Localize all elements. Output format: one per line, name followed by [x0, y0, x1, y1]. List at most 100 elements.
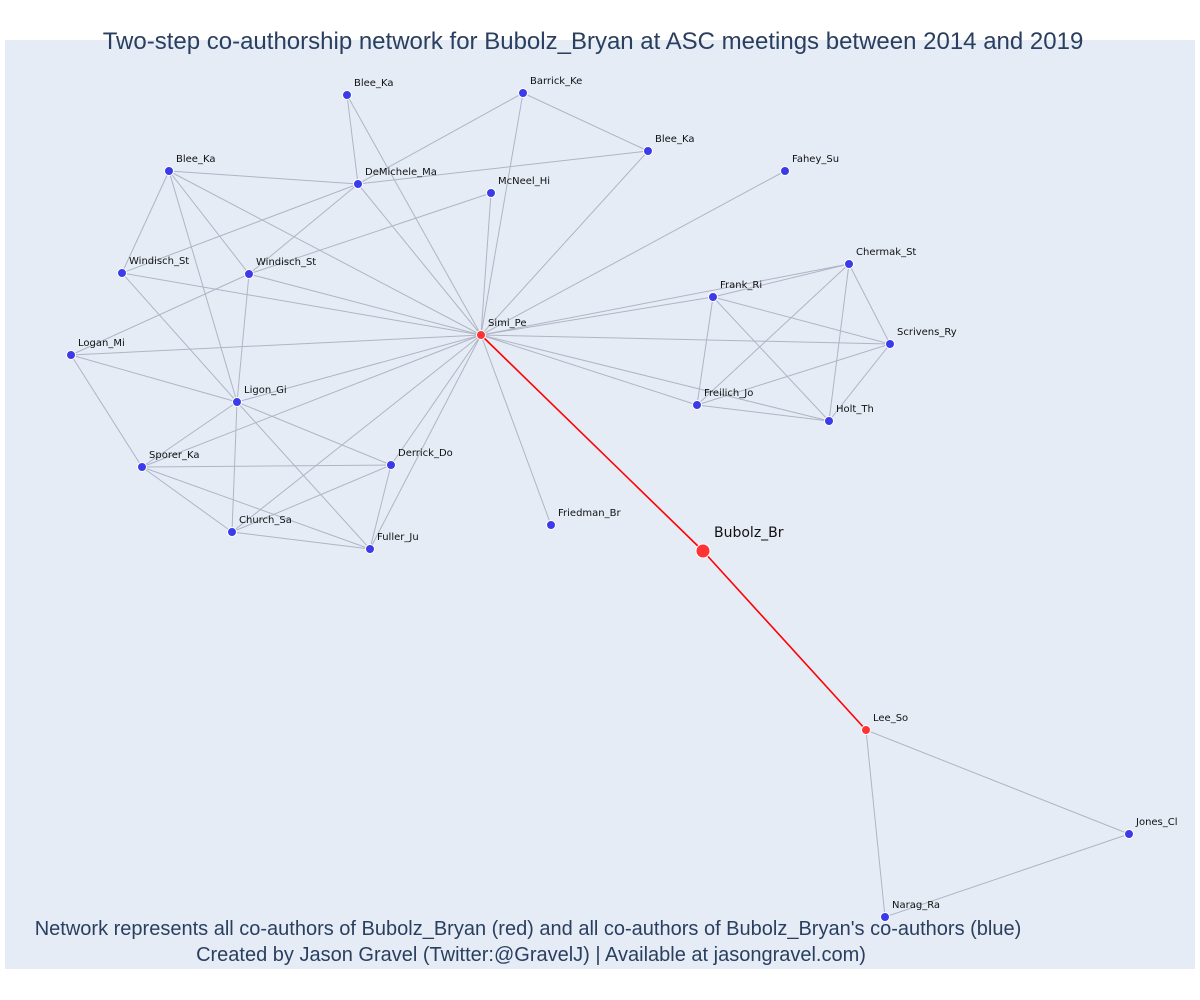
edge-simi-frank [480, 296, 714, 336]
edge-simi-barrick [480, 92, 524, 336]
edge-demichele-blee2 [357, 150, 649, 185]
node-label-lee: Lee_So [873, 713, 908, 724]
edge-blee1-demichele [346, 94, 359, 185]
edge-logan-sporer [70, 354, 143, 468]
edge-windisch2-ligon [236, 273, 250, 403]
edge-simi-friedman [480, 334, 552, 526]
node-label-windisch2: Windisch_St [256, 257, 316, 268]
edge-lee-narag [865, 729, 886, 918]
edge-simi-fuller [369, 334, 482, 550]
node-blee2[interactable] [643, 146, 653, 156]
edge-logan-ligon [70, 354, 238, 403]
edge-simi-sporer [141, 334, 482, 468]
node-sporer[interactable] [137, 462, 147, 472]
edge-simi-demichele [357, 183, 482, 336]
edge-sporer-fuller [141, 466, 371, 550]
node-mcneel[interactable] [486, 188, 496, 198]
node-fuller[interactable] [365, 544, 375, 554]
edges-layer [70, 92, 1130, 918]
node-windisch1[interactable] [117, 268, 127, 278]
edge-frank-scrivens [712, 296, 891, 345]
node-label-sporer: Sporer_Ka [149, 450, 199, 461]
edge-demichele-windisch2 [248, 183, 359, 275]
node-blee3[interactable] [164, 166, 174, 176]
edge-lee-jones [865, 729, 1130, 835]
edge-simi-freilich [480, 334, 698, 406]
edge-simi-derrick [390, 334, 482, 466]
edge-church-derrick [231, 464, 392, 533]
node-bubolz[interactable] [695, 543, 711, 559]
edge-blee3-windisch1 [121, 170, 170, 274]
node-windisch2[interactable] [244, 269, 254, 279]
node-label-logan: Logan_Mi [78, 338, 125, 349]
node-label-ligon: Ligon_Gi [244, 385, 287, 396]
node-jones[interactable] [1124, 829, 1134, 839]
node-frank[interactable] [708, 292, 718, 302]
node-demichele[interactable] [353, 179, 363, 189]
edge-simi-ligon [236, 334, 482, 403]
edge-blee3-windisch2 [168, 170, 250, 275]
edge-simi-scrivens [480, 334, 891, 345]
edge-simi-holt [480, 334, 830, 422]
edge-barrick-blee2 [522, 92, 649, 152]
edge-bubolz-lee [702, 550, 867, 731]
node-label-bubolz: Bubolz_Br [714, 525, 784, 541]
edge-blee3-ligon [168, 170, 238, 403]
node-label-jones: Jones_Cl [1135, 817, 1178, 828]
edge-chermak-freilich [696, 263, 850, 406]
edge-simi-blee1 [346, 94, 482, 336]
edge-chermak-holt [828, 263, 850, 422]
chart-title: Two-step co-authorship network for Bubol… [102, 28, 1084, 55]
node-label-scrivens: Scrivens_Ry [897, 327, 957, 338]
edge-ligon-derrick [236, 401, 392, 466]
node-blee1[interactable] [342, 90, 352, 100]
node-label-derrick: Derrick_Do [398, 448, 453, 459]
node-chermak[interactable] [844, 259, 854, 269]
node-barrick[interactable] [518, 88, 528, 98]
edge-chermak-scrivens [848, 263, 891, 345]
edge-frank-freilich [696, 296, 714, 406]
node-church[interactable] [227, 527, 237, 537]
edge-scrivens-freilich [696, 343, 891, 406]
edge-ligon-church [231, 401, 238, 533]
edge-simi-blee3 [168, 170, 482, 336]
node-derrick[interactable] [386, 460, 396, 470]
edge-barrick-demichele [357, 92, 524, 185]
node-narag[interactable] [880, 912, 890, 922]
node-fahey[interactable] [780, 166, 790, 176]
node-label-barrick: Barrick_Ke [530, 76, 582, 87]
edge-simi-windisch2 [248, 273, 482, 336]
edge-demichele-windisch1 [121, 183, 359, 274]
node-freilich[interactable] [692, 400, 702, 410]
edge-windisch2-logan [70, 273, 250, 356]
edge-derrick-fuller [369, 464, 392, 550]
node-label-simi: Simi_Pe [488, 318, 526, 329]
node-label-blee1: Blee_Ka [354, 78, 393, 89]
edge-ligon-fuller [236, 401, 371, 550]
edge-freilich-holt [696, 404, 830, 422]
node-scrivens[interactable] [885, 339, 895, 349]
node-label-windisch1: Windisch_St [129, 256, 189, 267]
node-label-blee3: Blee_Ka [176, 154, 215, 165]
edge-simi-mcneel [480, 192, 492, 336]
node-label-fuller: Fuller_Ju [377, 532, 419, 543]
edge-frank-chermak [712, 263, 850, 298]
node-label-freilich: Freilich_Jo [704, 388, 753, 399]
node-simi[interactable] [476, 330, 486, 340]
nodes-layer [66, 88, 1134, 922]
node-label-holt: Holt_Th [836, 404, 874, 415]
edge-simi-logan [70, 334, 482, 356]
edge-bubolz-simi [480, 334, 704, 552]
node-ligon[interactable] [232, 397, 242, 407]
node-label-mcneel: McNeel_Hi [498, 176, 550, 187]
node-label-frank: Frank_Ri [720, 280, 762, 291]
edge-sporer-derrick [141, 464, 392, 468]
node-lee[interactable] [861, 725, 871, 735]
node-logan[interactable] [66, 350, 76, 360]
plot-area [5, 40, 1195, 969]
node-friedman[interactable] [546, 520, 556, 530]
caption-legend-note: Network represents all co-authors of Bub… [34, 918, 1022, 940]
node-holt[interactable] [824, 416, 834, 426]
edge-blee3-demichele [168, 170, 359, 185]
